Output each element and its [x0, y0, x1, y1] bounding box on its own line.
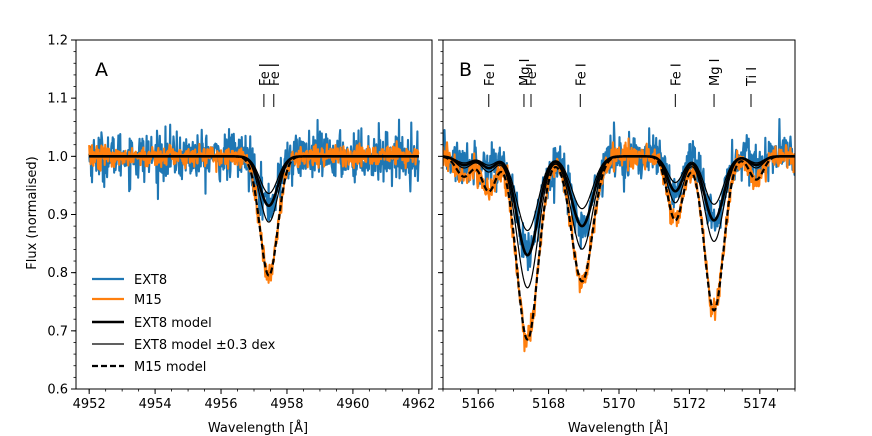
legend-label-m15-model: M15 model [134, 360, 206, 375]
line-marker-label: Mg I [518, 59, 533, 86]
line-marker-label: Fe I [669, 63, 684, 86]
axes-frame-1 [442, 39, 796, 390]
x-tick-label: 4952 [73, 397, 106, 412]
line-marker-label: Mg I [708, 59, 723, 86]
m15-model-line [88, 155, 420, 277]
x-tick-label: 5172 [673, 397, 706, 412]
line-marker-label: Fe I [574, 63, 589, 86]
y-tick-label: 0.6 [47, 383, 68, 398]
x-axis-title-b: Wavelength [Å] [568, 420, 668, 436]
legend-label-ext8: EXT8 [134, 273, 167, 288]
panel-b: Wavelength [Å] B Fe I Mg IFe I Fe I Fe I Mg … [438, 39, 796, 436]
legend-label-m15: M15 [134, 293, 162, 308]
plot-area-1 [443, 118, 795, 353]
x-tick-label: 4954 [139, 397, 172, 412]
x-tick-label: 4960 [336, 397, 369, 412]
ext8-spectrum-line [443, 118, 795, 272]
m15-model-line [443, 155, 795, 341]
y-tick-label: 0.9 [47, 208, 68, 223]
plot-area-0 [88, 118, 420, 284]
axes-frame-0 [75, 39, 433, 390]
panel-a: Wavelength [Å] A Fe IFe I 0.6 0.7 0.8 0.9 1.0… [47, 34, 435, 436]
x-tick-label: 5170 [602, 397, 635, 412]
y-axis-title: Flux (normalised) [25, 156, 40, 269]
legend: EXT8 M15 EXT8 model EXT8 model ±0.3 dex … [92, 273, 276, 375]
y-tick-label: 1.2 [47, 34, 68, 49]
line-marker-label: Ti I [745, 67, 760, 87]
line-markers-0: Fe IFe I [258, 63, 283, 107]
line-marker-label: Fe I [483, 63, 498, 86]
x-tick-label: 4956 [204, 397, 237, 412]
x-tick-label: 5166 [462, 397, 495, 412]
y-tick-label: 1.0 [47, 150, 68, 165]
x-tick-label: 5168 [532, 397, 565, 412]
line-marker-label: Fe I [268, 63, 283, 86]
line-markers-1: Fe I Mg IFe I Fe I Fe I Mg I Ti I [483, 59, 760, 107]
panel-label-a: A [95, 59, 108, 81]
panel-label-b: B [459, 59, 472, 81]
y-tick-label: 0.7 [47, 324, 68, 339]
y-tick-label: 1.1 [47, 92, 68, 107]
legend-label-ext8-model: EXT8 model [134, 316, 212, 331]
x-tick-label: 4958 [270, 397, 303, 412]
x-tick-label: 4962 [402, 397, 435, 412]
line-marker-label: Fe I [525, 63, 540, 86]
legend-label-ext8-model-dex: EXT8 model ±0.3 dex [134, 338, 276, 353]
y-tick-label: 0.8 [47, 266, 68, 281]
x-axis-title-a: Wavelength [Å] [208, 420, 308, 436]
x-tick-label: 5174 [743, 397, 776, 412]
line-marker-label: Fe I [258, 63, 273, 86]
